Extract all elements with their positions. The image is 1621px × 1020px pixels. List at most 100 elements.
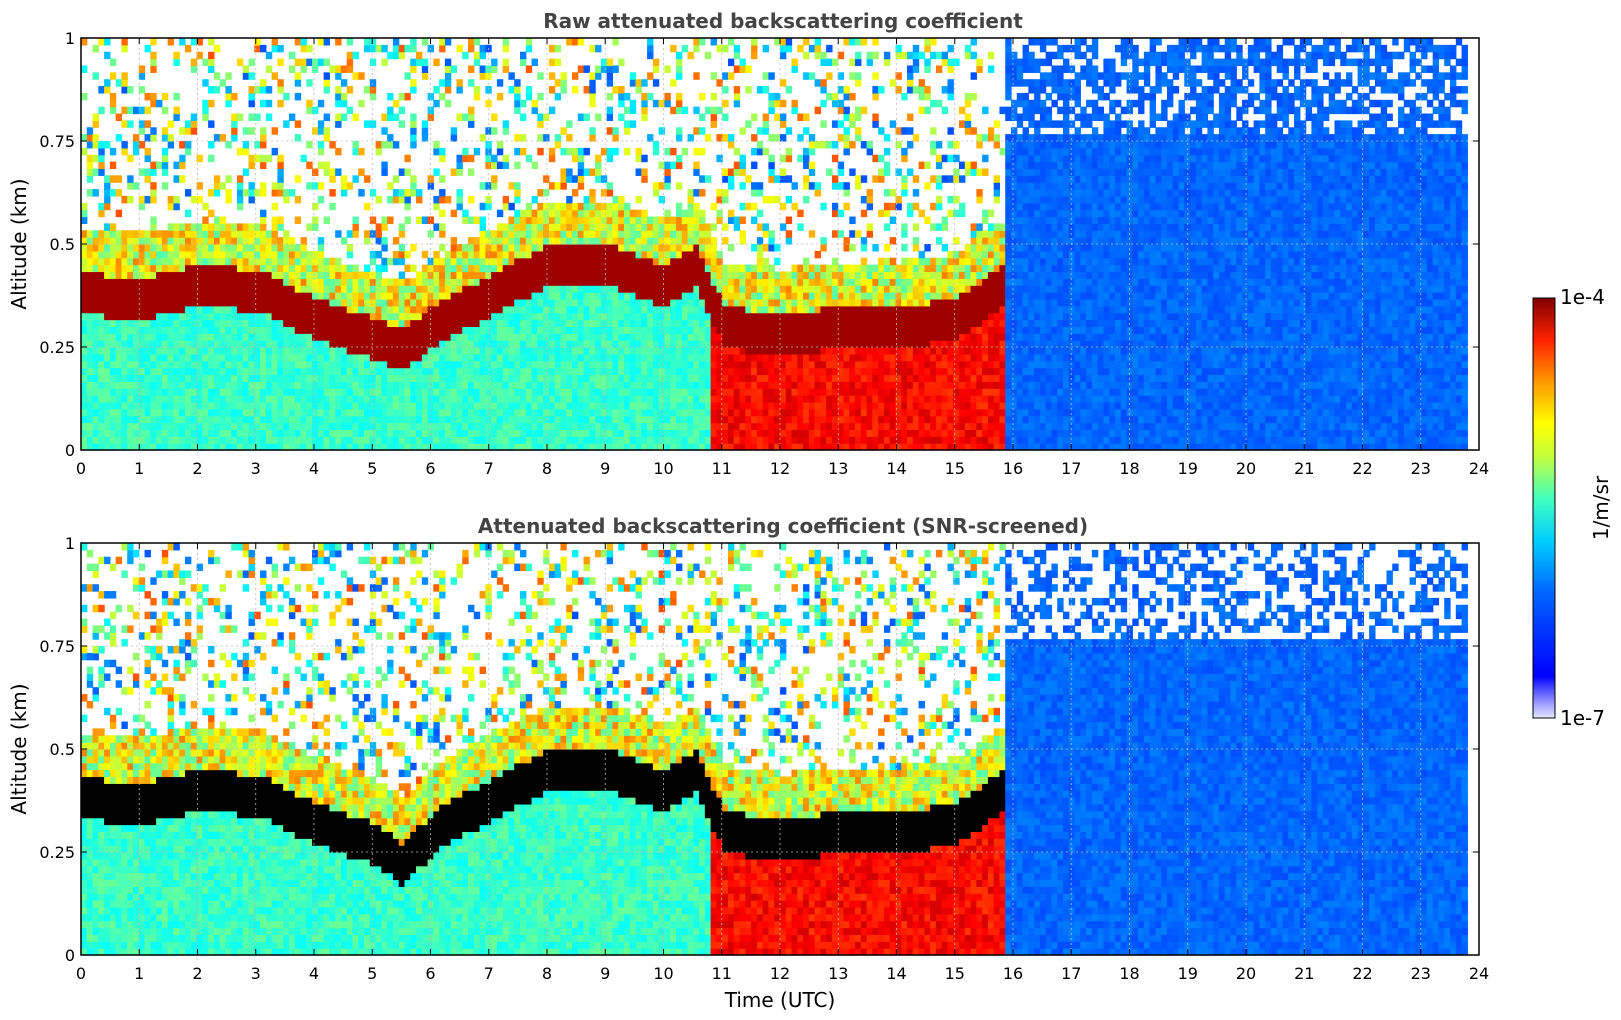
heatmap-cell — [288, 244, 296, 252]
heatmap-cell — [693, 257, 700, 266]
heatmap-cell — [791, 264, 798, 273]
heatmap-cell — [560, 72, 567, 80]
heatmap-cell — [629, 257, 637, 266]
heatmap-cell — [652, 340, 660, 348]
heatmap-cell — [462, 340, 469, 348]
heatmap-cell — [762, 415, 769, 424]
heatmap-cell — [514, 230, 521, 238]
heatmap-cell — [716, 408, 723, 417]
heatmap-cell — [641, 305, 648, 314]
heatmap-cell — [156, 353, 163, 362]
heatmap-cell — [785, 305, 793, 314]
heatmap-cell — [392, 250, 400, 259]
heatmap-cell — [115, 244, 123, 252]
heatmap-cell — [664, 278, 671, 286]
heatmap-cell — [138, 367, 146, 376]
heatmap-cell — [520, 244, 527, 252]
heatmap-cell — [179, 443, 186, 451]
heatmap-cell — [485, 244, 492, 252]
heatmap-cell — [606, 353, 614, 362]
heatmap-cell — [156, 99, 163, 108]
heatmap-cell — [693, 230, 700, 238]
heatmap-cell — [375, 347, 382, 355]
heatmap-cell — [583, 209, 590, 218]
heatmap-cell — [312, 250, 319, 259]
heatmap-cell — [346, 86, 354, 94]
heatmap-cell — [115, 422, 123, 430]
heatmap-cell — [479, 51, 486, 60]
heatmap-cell — [699, 264, 706, 273]
heatmap-cell — [277, 347, 284, 355]
heatmap-cell — [595, 161, 602, 170]
heatmap-cell — [756, 298, 764, 307]
heatmap-cell — [693, 202, 700, 211]
heatmap-cell — [583, 374, 590, 382]
heatmap-cell — [335, 312, 342, 321]
heatmap-cell — [779, 388, 787, 396]
heatmap-cell — [618, 86, 625, 94]
heatmap-cell — [583, 257, 590, 266]
heatmap-cell — [595, 422, 602, 430]
heatmap-cell — [508, 202, 515, 211]
heatmap-cell — [600, 415, 608, 424]
heatmap-cell — [572, 175, 579, 183]
heatmap-cell — [606, 113, 614, 121]
heatmap-cell — [317, 141, 325, 149]
heatmap-cell — [427, 182, 434, 190]
heatmap-cell — [115, 257, 123, 266]
heatmap-cell — [138, 395, 146, 403]
heatmap-cell — [733, 312, 741, 321]
heatmap-cell — [184, 395, 192, 403]
heatmap-cell — [138, 106, 146, 115]
heatmap-cell — [704, 264, 712, 273]
heatmap-cell — [745, 312, 752, 321]
heatmap-cell — [606, 58, 614, 67]
heatmap-cell — [543, 367, 550, 376]
heatmap-cell — [104, 429, 111, 437]
heatmap-cell — [115, 175, 123, 183]
heatmap-cell — [543, 264, 550, 273]
heatmap-cell — [583, 113, 590, 121]
heatmap-cell — [704, 326, 712, 334]
heatmap-cell — [681, 305, 689, 314]
heatmap-cell — [803, 367, 810, 376]
heatmap-cell — [98, 305, 105, 314]
heatmap-cell — [213, 271, 221, 279]
heatmap-cell — [629, 278, 637, 286]
heatmap-cell — [797, 381, 804, 389]
heatmap-cell — [791, 347, 798, 355]
heatmap-cell — [288, 401, 296, 410]
heatmap-cell — [733, 388, 741, 396]
heatmap-cell — [161, 395, 169, 403]
heatmap-cell — [283, 244, 290, 252]
heatmap-cell — [803, 257, 810, 266]
heatmap-cell — [508, 374, 515, 382]
heatmap-cell — [699, 401, 706, 410]
heatmap-cell — [317, 429, 325, 437]
heatmap-cell — [791, 58, 798, 67]
heatmap-cell — [375, 367, 382, 376]
heatmap-cell — [577, 415, 585, 424]
heatmap-cell — [468, 360, 475, 369]
heatmap-cell — [704, 347, 712, 355]
heatmap-cell — [779, 333, 787, 341]
heatmap-cell — [577, 182, 585, 190]
heatmap-cell — [658, 99, 666, 108]
heatmap-cell — [531, 429, 538, 437]
heatmap-cell — [369, 388, 377, 396]
heatmap-cell — [572, 360, 579, 369]
heatmap-cell — [751, 347, 758, 355]
heatmap-cell — [733, 401, 741, 410]
heatmap-cell — [236, 244, 244, 252]
heatmap-cell — [375, 353, 382, 362]
heatmap-cell — [675, 443, 683, 451]
heatmap-cell — [213, 326, 221, 334]
heatmap-cell — [727, 374, 735, 382]
heatmap-cell — [525, 305, 533, 314]
heatmap-cell — [629, 106, 637, 115]
heatmap-cell — [675, 381, 683, 389]
heatmap-cell — [225, 271, 232, 279]
heatmap-cell — [104, 395, 111, 403]
heatmap-cell — [323, 134, 330, 142]
heatmap-cell — [416, 436, 423, 444]
